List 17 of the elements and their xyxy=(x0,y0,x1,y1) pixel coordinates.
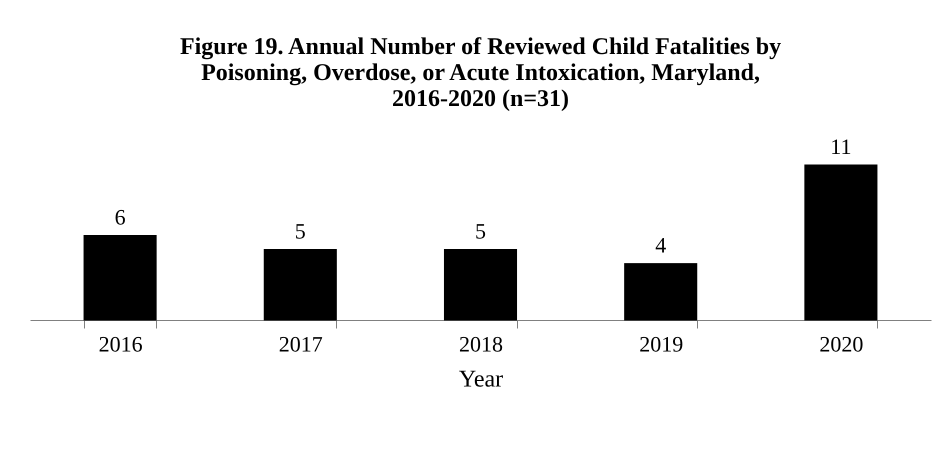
x-tick-label: 2017 xyxy=(278,332,323,356)
data-label: 4 xyxy=(655,232,666,258)
x-axis-title: Year xyxy=(458,366,504,392)
bar xyxy=(804,164,878,320)
data-label: 5 xyxy=(294,218,306,244)
x-tick-label: 2016 xyxy=(98,332,143,356)
data-label: 11 xyxy=(830,134,852,159)
bar xyxy=(84,234,157,320)
x-tick-label: 2020 xyxy=(819,332,864,356)
bar xyxy=(264,249,337,320)
bar xyxy=(444,249,518,320)
data-label: 5 xyxy=(475,218,486,244)
chart-title: Figure 19. Annual Number of Reviewed Child Fatalities by Poisoning, Overdose, or Acute Intoxication, Maryland, 2016-2020 (n=31) xyxy=(180,34,782,112)
bar xyxy=(624,263,698,320)
data-label: 6 xyxy=(114,204,126,230)
x-tick-label: 2019 xyxy=(639,332,684,356)
x-tick-label: 2018 xyxy=(459,332,503,356)
